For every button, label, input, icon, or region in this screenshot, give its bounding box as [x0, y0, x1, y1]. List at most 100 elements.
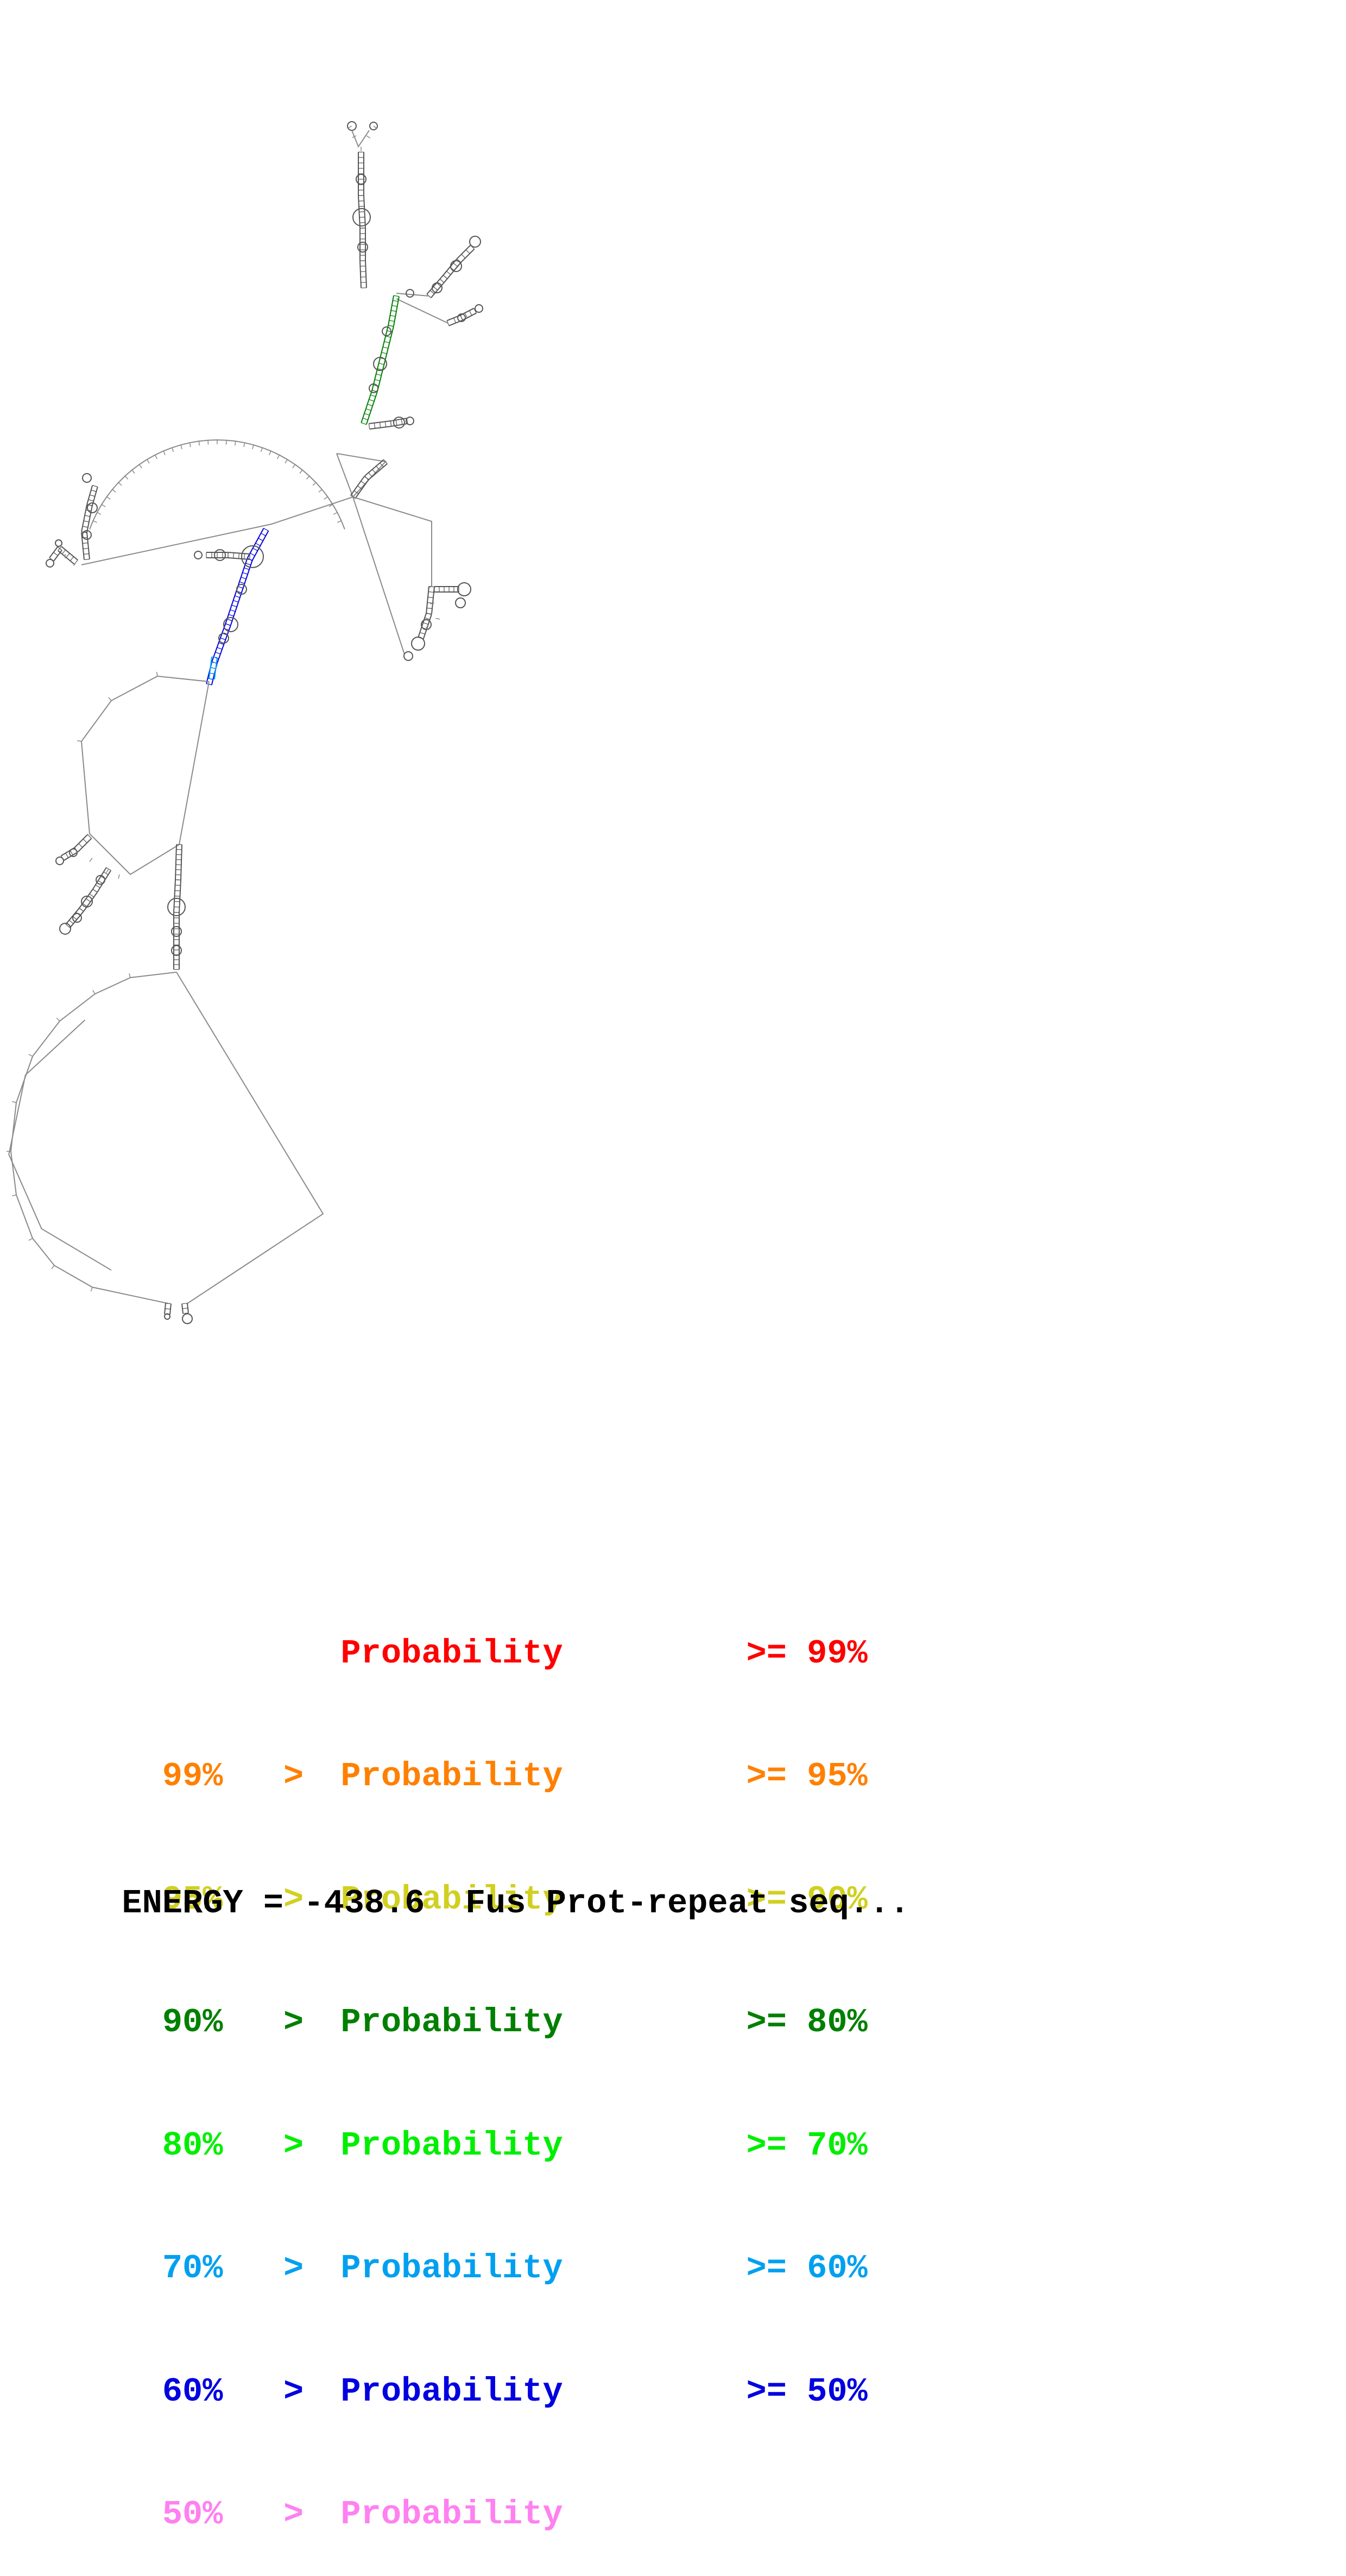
base-tick — [125, 476, 128, 480]
base-pair — [384, 342, 390, 343]
base-pair — [166, 1303, 171, 1304]
legend-label: Probability — [340, 2002, 746, 2043]
base-tick — [140, 464, 142, 468]
hairpin-loop — [458, 583, 471, 596]
base-tick — [319, 489, 322, 492]
legend-op: > — [283, 2494, 340, 2535]
base-tick — [29, 1054, 33, 1056]
internal-loop — [172, 946, 181, 955]
base-tick — [93, 521, 97, 522]
probability-legend: Probability>= 99% 99%>Probability>= 95% … — [81, 1510, 868, 2535]
stem-strand — [432, 587, 434, 614]
base-tick — [52, 1265, 54, 1269]
legend-op: > — [283, 2002, 340, 2043]
internal-loop — [412, 637, 425, 650]
multiloop-polygon — [81, 676, 209, 874]
base-pair — [361, 481, 365, 484]
base-pair — [370, 395, 375, 396]
internal-loop — [451, 261, 462, 272]
base-pair — [391, 311, 396, 312]
base-pair — [85, 515, 90, 517]
hairpin-loop — [46, 559, 54, 567]
internal-loop — [214, 550, 225, 560]
legend-row: 70%>Probability>= 60% — [81, 2207, 868, 2249]
base-tick — [132, 470, 135, 473]
base-pair — [369, 473, 372, 477]
base-pair — [241, 577, 246, 579]
legend-upper: >= 70% — [747, 2125, 868, 2166]
base-pair — [84, 521, 89, 522]
base-tick — [118, 874, 119, 879]
base-pair — [93, 889, 97, 892]
base-pair — [396, 420, 397, 425]
energy-footer: ENERGY = -438.6 Fus Prot-repeat seq... — [81, 1846, 909, 1923]
base-pair — [365, 476, 369, 480]
base-pair — [379, 363, 384, 364]
base-pair — [211, 667, 216, 668]
internal-loop — [73, 914, 81, 922]
base-tick — [12, 1195, 16, 1196]
base-pair — [256, 543, 261, 546]
base-pair — [216, 652, 220, 654]
legend-row: 60%>Probability>= 50% — [81, 2330, 868, 2371]
base-pair — [58, 547, 62, 550]
base-tick — [97, 513, 101, 515]
hairpin-loop — [194, 551, 202, 559]
base-pair — [433, 287, 438, 291]
rna-structure-svg — [0, 0, 608, 1358]
legend-upper: >= 60% — [747, 2248, 868, 2289]
legend-lower: 50% — [162, 2494, 283, 2535]
base-pair — [374, 423, 375, 429]
legend-op: > — [283, 1756, 340, 1797]
multiloop-arc — [9, 1020, 111, 1270]
base-pair — [401, 419, 402, 425]
legend-row: 90%>Probability>= 80% — [81, 1961, 868, 2002]
base-pair — [390, 421, 391, 426]
base-pair — [392, 305, 397, 306]
base-tick — [156, 672, 157, 676]
legend-op: > — [283, 2248, 340, 2289]
backbone-line — [396, 299, 448, 323]
base-pair — [386, 336, 391, 337]
base-pair — [428, 597, 433, 598]
base-pair — [235, 596, 239, 597]
base-pair — [227, 619, 232, 621]
legend-row: 80%>Probability>= 70% — [81, 2084, 868, 2125]
hairpin-connector — [352, 130, 369, 147]
base-pair — [466, 250, 470, 254]
base-pair — [90, 495, 95, 496]
base-pair — [372, 469, 376, 474]
base-pair — [361, 423, 366, 424]
base-tick — [106, 869, 109, 873]
base-tick — [102, 505, 105, 507]
multiloop-arc — [90, 440, 345, 530]
legend-lower: 90% — [162, 2002, 283, 2043]
backbone-line — [353, 497, 432, 587]
stem-strand — [87, 532, 90, 559]
legend-upper: >= 95% — [747, 1756, 868, 1797]
base-pair — [104, 872, 108, 874]
base-pair — [92, 486, 98, 487]
base-pair — [389, 320, 395, 322]
internal-loop — [172, 927, 181, 936]
legend-lower: 60% — [162, 2371, 283, 2413]
base-pair — [83, 543, 88, 544]
base-tick — [374, 126, 377, 129]
base-tick — [293, 464, 295, 468]
stem-strand — [426, 587, 429, 614]
hairpin-loop — [182, 1314, 192, 1324]
rna-secondary-structure — [0, 0, 608, 1358]
base-pair — [469, 311, 472, 316]
base-pair — [238, 587, 243, 588]
base-pair — [83, 839, 87, 843]
base-pair — [393, 300, 398, 301]
base-pair — [428, 592, 434, 593]
base-pair — [366, 409, 371, 411]
base-tick — [93, 990, 95, 994]
base-pair — [86, 899, 90, 902]
base-pair — [363, 418, 368, 420]
stem-strand — [365, 261, 366, 288]
legend-row: 99%>Probability>= 95% — [81, 1715, 868, 1756]
base-tick — [147, 459, 149, 463]
base-pair — [368, 404, 372, 406]
